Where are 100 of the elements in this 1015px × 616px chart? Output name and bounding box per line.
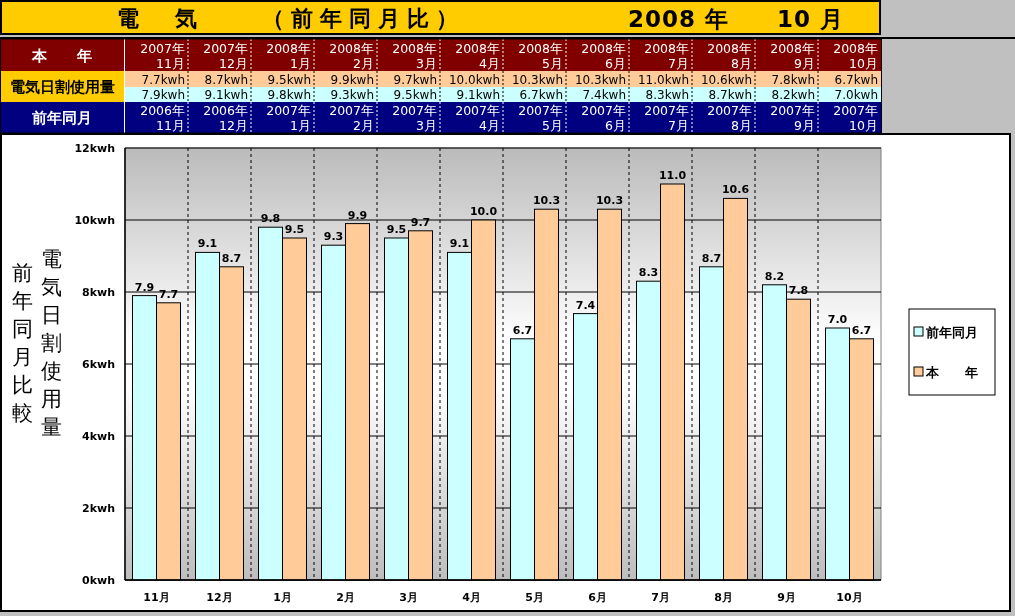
table-header: 2007年 1月 [266,103,311,133]
table-cell: 8.7kwh [204,73,248,87]
table-cell: 7.9kwh [141,88,185,102]
table-header: 2007年 12月 [203,41,248,71]
table-header: 2006年 12月 [203,103,248,133]
annotation: 前年同月比較 [11,261,33,425]
data-label: 7.0 [827,313,848,326]
table-header: 2007年 4月 [455,103,500,133]
table-cell: 10.6kwh [700,73,752,87]
table-cell: 9.9kwh [330,73,374,87]
table-row-label: 本 年 [32,47,92,65]
data-label: 7.7 [158,287,179,301]
x-tick-label: 6月 [588,591,607,604]
x-tick-label: 12月 [206,591,233,604]
table-cell: 8.7kwh [708,88,752,102]
data-label: 9.1 [449,237,470,251]
x-tick-label: 3月 [399,591,418,604]
table-cell: 6.7kwh [834,73,878,87]
table-row-label: 前年同月 [32,109,92,127]
chart-title: 電 気 （前年同月比） [117,6,465,31]
table-cell: 10.3kwh [574,73,626,87]
table-header: 2008年 1月 [266,41,311,71]
data-label: 11.0 [658,169,687,182]
table-row-label: 電気日割使用量 [9,78,115,96]
table-header: 2008年 7月 [644,41,689,71]
table-header: 2007年 7月 [644,103,689,133]
table-header: 2008年 8月 [707,41,752,71]
table-header: 2008年 4月 [455,41,500,71]
table-header: 2007年 9月 [770,103,815,133]
table-cell: 8.2kwh [771,88,815,102]
data-label: 8.2 [764,269,785,283]
y-tick-label: 2kwh [82,502,115,515]
table-header: 2007年 5月 [518,103,563,133]
data-label: 10.6 [721,183,750,197]
table-cell: 9.1kwh [456,88,500,102]
x-tick-label: 7月 [651,591,670,604]
data-label: 9.8 [260,212,281,226]
data-label: 8.7 [701,251,722,265]
data-label: 8.7 [221,251,242,265]
y-tick-label: 8kwh [82,286,115,299]
table-header: 2006年 11月 [140,103,185,133]
table-cell: 7.4kwh [582,88,626,102]
data-label: 9.7 [410,215,431,229]
table-cell: 9.1kwh [204,88,248,102]
data-label: 9.5 [284,223,305,236]
x-tick-label: 2月 [336,591,355,604]
data-label: 10.3 [595,194,624,208]
table-header: 2008年 3月 [392,41,437,71]
table-header: 2007年 11月 [140,41,185,71]
table-header: 2007年 10月 [833,103,878,133]
legend-label: 本 年 [925,365,978,380]
table-header: 2008年 10月 [833,41,878,71]
table-cell: 8.3kwh [645,88,689,102]
table-cell: 9.8kwh [267,88,311,102]
table-cell: 9.5kwh [267,73,311,87]
table-cell: 7.7kwh [141,73,185,87]
table-cell: 9.3kwh [330,88,374,102]
table-cell: 7.8kwh [771,73,815,87]
data-label: 7.4 [575,298,596,312]
table-header: 2008年 9月 [770,41,815,71]
data-label: 6.7 [512,323,533,337]
y-axis-title: 電気日割使用量 [40,247,62,439]
table-cell: 6.7kwh [519,88,563,102]
table-cell: 7.0kwh [834,88,878,102]
data-label: 6.7 [851,323,872,337]
chart-subtitle: 2008 年 10 月 [628,6,845,32]
x-tick-label: 8月 [714,591,733,604]
table-cell: 9.7kwh [393,73,437,87]
x-tick-label: 9月 [777,591,796,604]
table-cell: 11.0kwh [637,73,689,87]
table-cell: 9.5kwh [393,88,437,102]
table-header: 2007年 3月 [392,103,437,133]
table-header: 2007年 6月 [581,103,626,133]
legend-label: 前年同月 [925,325,978,340]
table-cell: 10.3kwh [511,73,563,87]
data-label: 9.3 [323,230,344,244]
y-tick-label: 4kwh [82,430,115,443]
y-tick-label: 10kwh [74,214,115,227]
x-tick-label: 5月 [525,591,544,604]
data-label: 9.1 [197,237,218,251]
table-header: 2008年 2月 [329,41,374,71]
data-label: 7.8 [788,284,809,298]
y-tick-label: 6kwh [82,358,115,371]
data-label: 7.9 [134,280,155,294]
data-label: 9.5 [386,223,407,236]
table-header: 2007年 2月 [329,103,374,133]
data-label: 10.0 [469,205,498,218]
table-header: 2008年 5月 [518,41,563,71]
table-header: 2007年 8月 [707,103,752,133]
y-tick-label: 0kwh [82,574,115,587]
table-cell: 10.0kwh [448,73,500,87]
data-label: 8.3 [638,266,659,280]
x-tick-label: 1月 [273,591,292,604]
x-tick-label: 10月 [836,591,863,604]
data-label: 9.9 [347,208,368,222]
x-tick-label: 4月 [462,591,481,604]
y-tick-label: 12kwh [74,142,115,155]
data-label: 10.3 [532,194,561,208]
table-header: 2008年 6月 [581,41,626,71]
x-tick-label: 11月 [143,591,170,604]
